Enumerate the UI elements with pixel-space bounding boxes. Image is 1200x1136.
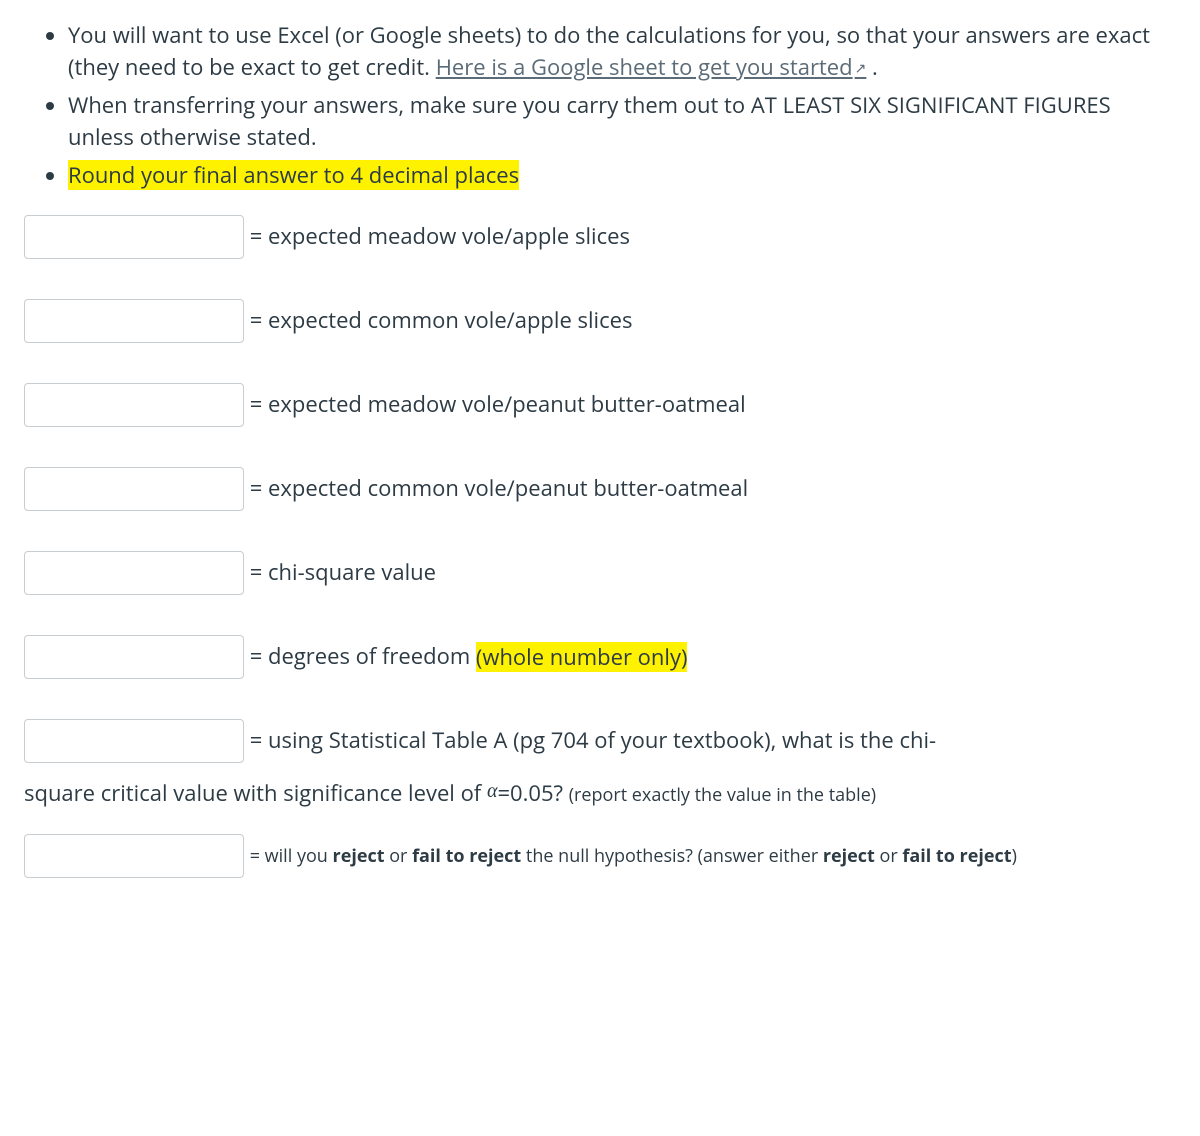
label-bold: reject [333, 844, 385, 868]
external-link-icon: ↗ [855, 59, 867, 78]
answer-row: = using Statistical Table A (pg 704 of y… [24, 719, 1176, 763]
highlighted-text: (whole number only) [476, 642, 688, 672]
answer-row: = expected common vole/peanut butter-oat… [24, 467, 1176, 511]
expected-meadow-apple-input[interactable] [24, 215, 244, 259]
answer-label: = expected common vole/apple slices [250, 306, 633, 336]
label-part: or [385, 844, 413, 868]
critical-value-input[interactable] [24, 719, 244, 763]
answer-label-pre: = using Statistical Table A (pg 704 of y… [250, 726, 936, 756]
degrees-freedom-input[interactable] [24, 635, 244, 679]
alpha-symbol: α [487, 780, 498, 802]
answer-row: = will you reject or fail to reject the … [24, 834, 1176, 878]
instruction-item: Round your final answer to 4 decimal pla… [68, 160, 1176, 192]
answer-row: = expected meadow vole/apple slices [24, 215, 1176, 259]
answer-block: = expected meadow vole/apple slices = ex… [24, 215, 1176, 878]
cont-mid: =0.05? [497, 778, 568, 808]
answer-row: = degrees of freedom (whole number only) [24, 635, 1176, 679]
answer-label: = expected meadow vole/apple slices [250, 222, 630, 252]
label-bold: fail to reject [902, 844, 1011, 868]
answer-label-pre: = degrees of freedom [250, 642, 476, 672]
instruction-item: When transferring your answers, make sur… [68, 90, 1176, 154]
label-part: = will you [250, 844, 333, 868]
instruction-text: When transferring your answers, make sur… [68, 90, 1111, 152]
answer-label: = expected meadow vole/peanut butter-oat… [250, 390, 746, 420]
highlighted-text: Round your final answer to 4 decimal pla… [68, 160, 519, 190]
label-part: or [875, 844, 903, 868]
label-bold: reject [823, 844, 875, 868]
label-bold: fail to reject [412, 844, 521, 868]
expected-common-pb-input[interactable] [24, 467, 244, 511]
answer-label-continuation: square critical value with significance … [24, 777, 1176, 810]
answer-row: = expected meadow vole/peanut butter-oat… [24, 383, 1176, 427]
cont-pre: square critical value with significance … [24, 778, 487, 808]
instruction-text-post: . [866, 52, 878, 82]
answer-label: = expected common vole/peanut butter-oat… [250, 474, 748, 504]
answer-label: = chi-square value [250, 558, 436, 588]
label-part: the null hypothesis? (answer either [521, 844, 823, 868]
answer-row: = expected common vole/apple slices [24, 299, 1176, 343]
cont-small: (report exactly the value in the table) [569, 783, 876, 807]
expected-common-apple-input[interactable] [24, 299, 244, 343]
link-text: Here is a Google sheet to get you starte… [436, 52, 853, 82]
chi-square-input[interactable] [24, 551, 244, 595]
instructions-list: You will want to use Excel (or Google sh… [24, 20, 1176, 191]
instruction-item: You will want to use Excel (or Google sh… [68, 20, 1176, 84]
answer-label: = will you reject or fail to reject the … [250, 844, 1017, 868]
reject-decision-input[interactable] [24, 834, 244, 878]
label-part: ) [1012, 844, 1017, 868]
google-sheet-link[interactable]: Here is a Google sheet to get you starte… [436, 52, 867, 82]
answer-row: = chi-square value [24, 551, 1176, 595]
expected-meadow-pb-input[interactable] [24, 383, 244, 427]
